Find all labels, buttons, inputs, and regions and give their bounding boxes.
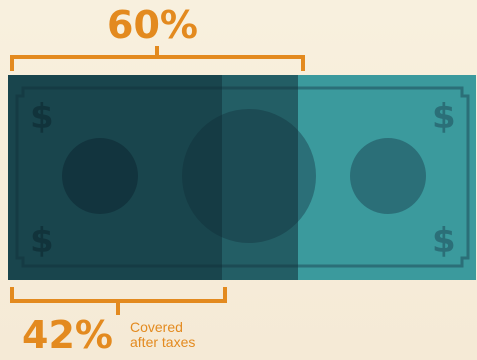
top-percent-label: 60% [107,3,198,47]
dollar-sign-top-right: $ [432,97,456,137]
top-bracket-stem [155,46,159,59]
bottom-bracket [10,287,227,315]
coverage-overlay-42 [8,75,222,280]
caption-line-2: after taxes [130,334,196,350]
dollar-sign-bottom-right: $ [432,221,456,261]
bottom-caption: Covered after taxes [130,320,195,350]
caption-line-1: Covered [130,319,183,335]
bottom-bracket-stem [116,303,120,315]
coverage-overlay-60 [8,75,298,280]
top-bracket [10,46,305,71]
bill-right-circle [350,138,426,214]
bottom-percent-label: 42% [22,313,113,357]
